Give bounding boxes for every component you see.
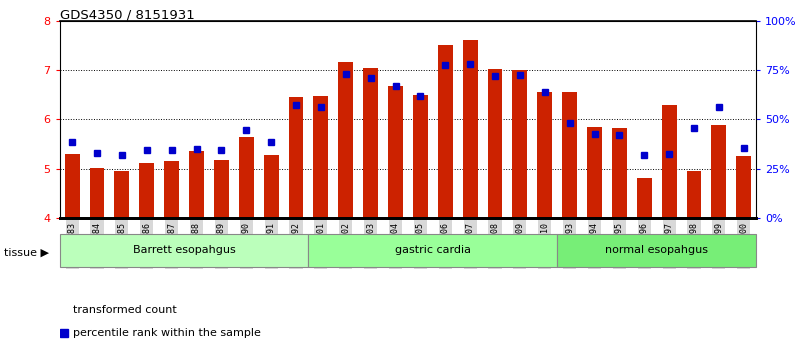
Bar [686, 171, 701, 218]
Bar [263, 155, 279, 218]
Bar [60, 234, 308, 267]
Bar [513, 70, 527, 218]
Bar [612, 128, 626, 218]
Bar [214, 160, 228, 218]
Bar [557, 234, 756, 267]
Bar [736, 156, 751, 218]
Text: normal esopahgus: normal esopahgus [605, 245, 708, 256]
Bar [64, 154, 80, 218]
Text: GDS4350 / 8151931: GDS4350 / 8151931 [60, 9, 194, 22]
Text: tissue ▶: tissue ▶ [4, 247, 49, 257]
Bar [537, 92, 552, 218]
Bar [363, 68, 378, 218]
Bar [288, 97, 303, 218]
Bar [661, 105, 677, 218]
Text: transformed count: transformed count [73, 305, 177, 315]
Bar [413, 95, 427, 218]
Bar [308, 234, 557, 267]
Bar [462, 40, 478, 218]
Text: gastric cardia: gastric cardia [395, 245, 470, 256]
Bar [115, 171, 129, 218]
Bar [587, 127, 602, 218]
Bar [712, 125, 726, 218]
Bar [438, 45, 453, 218]
Bar [189, 152, 204, 218]
Bar [388, 86, 403, 218]
Bar [637, 178, 652, 218]
Text: Barrett esopahgus: Barrett esopahgus [133, 245, 236, 256]
Bar [314, 96, 328, 218]
Bar [239, 137, 254, 218]
Bar [338, 62, 353, 218]
Bar [487, 69, 502, 218]
Bar [139, 163, 154, 218]
Bar [89, 167, 104, 218]
Bar [562, 92, 577, 218]
Bar [164, 161, 179, 218]
Text: percentile rank within the sample: percentile rank within the sample [73, 328, 261, 338]
